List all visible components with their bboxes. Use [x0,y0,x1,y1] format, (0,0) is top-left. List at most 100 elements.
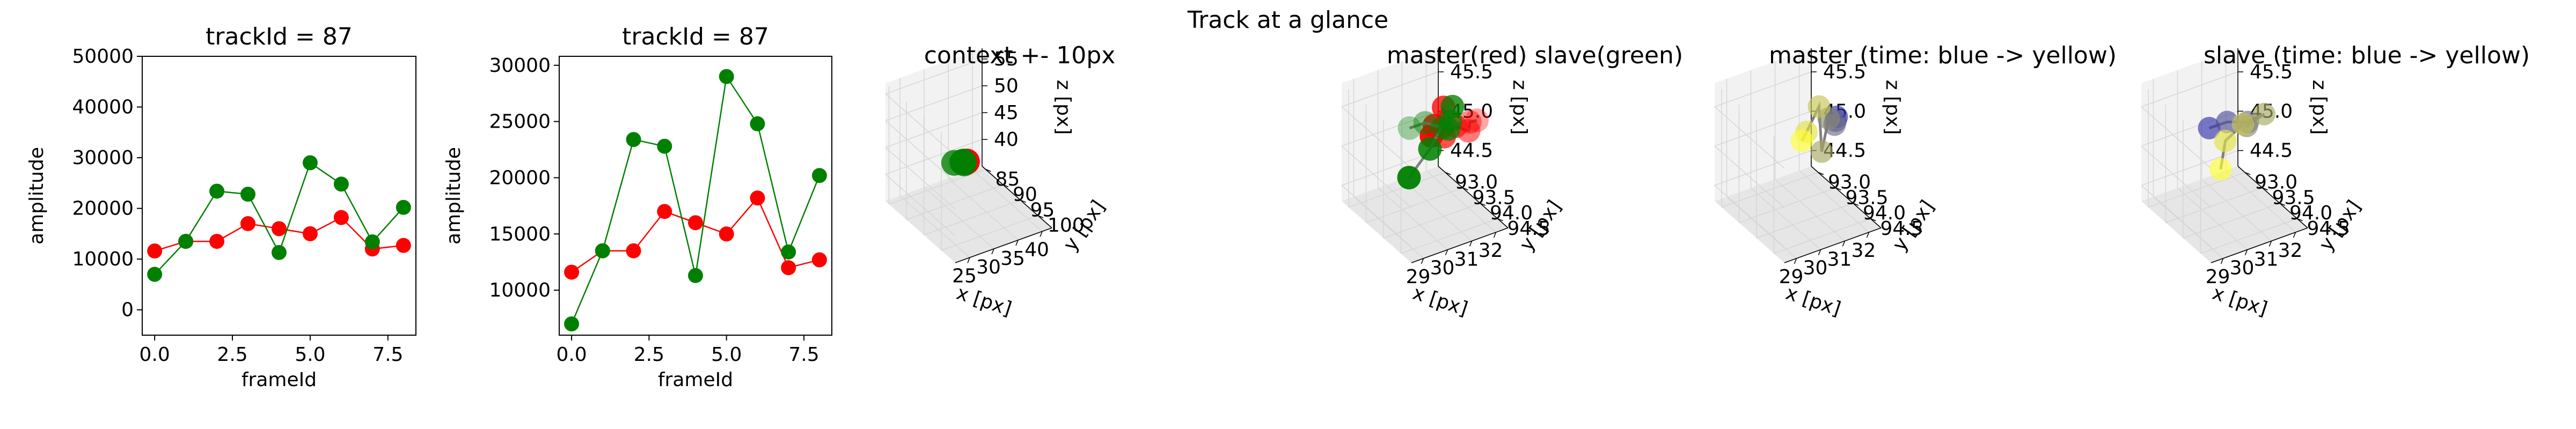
line-chart-1: trackId = 87 0.0 2.5 5.0 7.5 0 10000 20000 30000… [26,23,416,391]
z-tick-label: 44.5 [1450,140,1493,162]
y-tick-label: 94.5 [1507,218,1550,240]
chart-title: trackId = 87 [206,23,353,50]
data-point [240,216,256,231]
grid-line [1721,172,1819,208]
data-point [302,155,318,171]
grid-line [1341,145,1412,208]
x-axis-line [2211,227,2308,263]
x-tick-label: 32 [1851,240,1876,262]
z-axis-label: z [px] [2308,80,2330,135]
grid-line [1714,185,1785,248]
x-axis-label: frameId [658,369,733,391]
y-tick [1853,203,1859,206]
y-tick-label: 93.0 [2255,172,2297,194]
y-tick [1002,184,1009,188]
chart-title: trackId = 87 [622,23,769,50]
data-point [1810,140,1833,163]
data-point [147,243,163,259]
data-point [240,187,256,202]
x-axis-label: x [px] [954,282,1014,320]
x-tick [1015,240,1019,246]
grid-line [1714,150,1812,186]
data-point [333,210,349,225]
data-point [1807,95,1831,118]
x-axis-label: x [px] [1783,282,1843,320]
x-tick-label: 2.5 [217,344,247,366]
data-point [781,244,796,260]
x-axis-label: frameId [241,369,317,391]
data-point [750,116,765,131]
y-tick-label: 93.5 [1846,187,1889,209]
y-tick-label: 94.0 [1863,202,1906,224]
grid-line [2177,188,2248,250]
grid-line [885,58,983,94]
x-tick [2293,232,2296,238]
x-tick-label: 40 [1024,239,1049,261]
x-tick-label: 30 [1430,257,1455,279]
data-point [209,234,225,249]
data-point [209,183,225,199]
grid-line [2141,71,2238,107]
line-chart-2: trackId = 87 0.0 2.5 5.0 7.5 10000 15000 20000 2… [443,23,832,391]
x-tick [1421,258,1424,264]
slave-point [1440,94,1465,119]
y-axis-label: amplitude [443,147,465,245]
z-tick-label: 45 [994,102,1019,124]
data-point [595,243,610,258]
grid-line [1426,170,1496,233]
x-tick [2268,241,2272,247]
y-tick-label: 10000 [489,279,551,301]
grid-line [885,147,956,210]
z-tick-label: 50 [994,75,1019,97]
y-tick-label: 93.5 [2272,187,2315,209]
grid-line [1353,196,1424,259]
grid-line [885,93,956,156]
x-tick [991,248,994,255]
data-point [811,168,827,183]
x-tick-label: 7.5 [788,344,819,366]
y-tick-label: 40000 [72,97,134,119]
x-tick-label: 31 [1454,248,1479,270]
x-tick-label: 30 [1803,257,1828,279]
z-tick-label: 44.5 [2250,140,2293,162]
data-point [2231,113,2255,136]
plot-frame [559,56,832,336]
grid-line [2183,203,2280,239]
z-tick-label: 45.5 [2250,61,2293,83]
data-point [364,234,380,250]
y-tick-label: 100 [1048,214,1085,236]
x-tick-label: 0.0 [556,344,587,366]
grid-line [1714,110,1812,147]
grid-line [906,184,1004,220]
y-tick [1497,218,1503,221]
y-tick-label: 93.0 [1828,172,1871,194]
x-tick-label: 5.0 [295,344,325,366]
chart-title: master(red) slave(green) [1387,42,1683,69]
slave-point [1418,137,1442,161]
grid-line [2201,179,2272,241]
y-tick [2244,172,2251,175]
y-tick [985,169,991,172]
y-axis-label: amplitude [26,147,48,245]
y-tick [1020,199,1026,203]
charts: trackId = 87 0.0 2.5 5.0 7.5 0 10000 20000 30000… [26,23,2530,391]
y-tick-label: 15000 [489,223,551,245]
grid-line [1714,71,1812,107]
x-tick-label: 30 [976,256,1001,278]
x-tick [1866,232,1870,238]
y-tick-label: 93.5 [1473,187,1516,209]
data-point [564,316,580,332]
x-tick [1445,249,1448,255]
grid-line [885,174,956,236]
data-point [719,69,734,84]
y-axis-line [1811,166,1882,228]
data-point [272,245,287,260]
x-axis-label: x [px] [1410,282,1470,320]
z-tick-label: 45.5 [1823,61,1866,83]
grid-line [924,199,1021,235]
data-point [302,226,318,241]
x-tick-label: 32 [1479,240,1503,262]
grid-line [1751,188,1821,250]
data-point [2209,158,2232,181]
